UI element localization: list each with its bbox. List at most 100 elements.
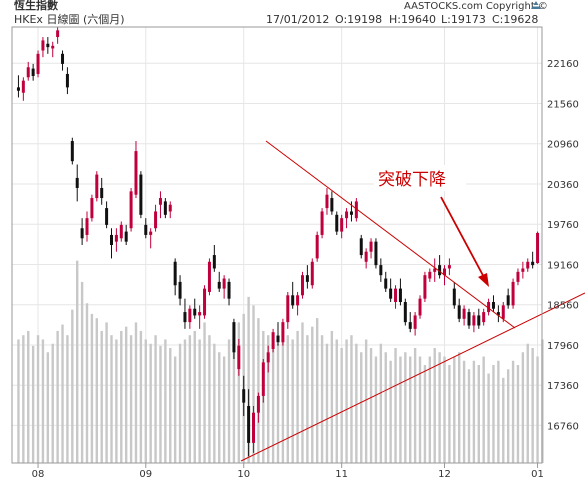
candle (354, 198, 358, 222)
volume-bar (154, 335, 157, 463)
candle (178, 275, 182, 306)
volume-bar (193, 330, 196, 463)
volume-bar (399, 356, 402, 463)
volume-bar (139, 330, 143, 463)
volume-bar (66, 335, 69, 463)
volume-bar (178, 343, 182, 463)
candle (261, 359, 265, 403)
quote-date: 17/01/2012 (266, 13, 329, 26)
candle-body (232, 322, 236, 353)
volume-bar (281, 330, 285, 463)
x-tick-label: 09 (139, 469, 152, 480)
volume-bar (90, 313, 94, 463)
volume-bar (389, 360, 392, 463)
candle-body (315, 234, 319, 259)
volume-bar (198, 339, 201, 463)
volume-bar (335, 339, 338, 463)
candle (256, 392, 260, 423)
candle-body (379, 265, 383, 276)
volume-bar (218, 352, 221, 463)
candle (134, 141, 138, 199)
candle (462, 305, 466, 326)
candle (222, 275, 226, 299)
volume-bar (203, 322, 206, 463)
candle (183, 298, 187, 329)
volume-bar (315, 318, 319, 463)
volume-bar (350, 335, 353, 463)
y-tick-label: 19160 (547, 260, 579, 271)
candle-body (144, 224, 148, 235)
candle (487, 298, 491, 316)
volume-bar (286, 335, 289, 463)
quote-close: C:19628 (492, 13, 538, 26)
volume-bar (531, 347, 534, 463)
candle (158, 191, 162, 219)
candle (203, 285, 207, 319)
candle-body (247, 405, 251, 443)
candle-body (286, 295, 290, 323)
candle (403, 298, 407, 326)
y-tick-label: 17960 (547, 341, 579, 352)
candle (207, 258, 211, 296)
volume-bar (71, 309, 74, 463)
candle-body (26, 67, 30, 78)
candle-body (443, 268, 447, 276)
candle-body (222, 278, 226, 289)
volume-bar (159, 345, 162, 463)
candle (41, 37, 45, 58)
x-tick-label: 10 (237, 469, 250, 480)
candle-body (423, 275, 427, 299)
candle (61, 50, 65, 71)
candle-body (124, 231, 128, 242)
candle (85, 211, 89, 242)
candle-body (374, 241, 378, 266)
candle (247, 389, 251, 457)
volume-bar (364, 339, 368, 463)
volume-bar (409, 356, 412, 463)
candle-body (369, 241, 373, 252)
candle-body (526, 261, 530, 269)
volume-bar (100, 330, 103, 463)
candle (389, 278, 393, 303)
candle (46, 37, 50, 54)
volume-bar (516, 365, 520, 463)
candle (212, 245, 216, 272)
y-tick-label: 22160 (547, 59, 579, 70)
volume-bar (276, 343, 280, 463)
candle (433, 258, 437, 282)
volume-bar (22, 335, 25, 463)
candle (447, 258, 451, 276)
candle (418, 295, 422, 319)
candle (242, 375, 246, 417)
volume-bar (169, 347, 172, 463)
candle-body (433, 268, 437, 272)
candle-body (105, 208, 109, 225)
candle (119, 221, 123, 242)
volume-bar (144, 339, 147, 463)
candle (188, 305, 192, 329)
candle-body (296, 295, 300, 306)
candle-body (46, 43, 50, 48)
candle-body (154, 211, 158, 229)
candle-body (403, 302, 407, 323)
candle-body (467, 312, 471, 326)
candle-body (217, 281, 221, 289)
candle (374, 238, 378, 269)
candle (168, 201, 172, 219)
volume-bar (237, 322, 241, 463)
candle (305, 265, 309, 289)
candle (364, 248, 368, 269)
candle (114, 228, 118, 252)
candle-body (418, 298, 422, 316)
y-tick-label: 20360 (547, 180, 579, 191)
volume-bar (27, 330, 30, 463)
x-tick-label: 08 (32, 469, 45, 480)
volume-bar (301, 322, 304, 463)
candle-body (207, 261, 211, 292)
candle (413, 312, 417, 336)
candle-body (354, 201, 358, 219)
volume-bar (271, 339, 275, 463)
volume-bar (423, 365, 427, 463)
candle (237, 338, 241, 376)
